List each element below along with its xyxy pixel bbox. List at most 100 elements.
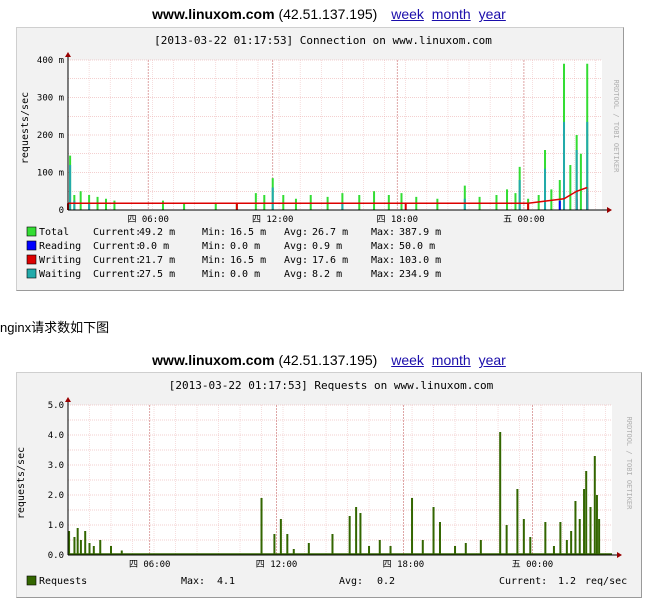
graph2-week-link[interactable]: week: [391, 352, 424, 368]
graph2-year-link[interactable]: year: [478, 352, 506, 368]
bar-total: [183, 202, 186, 210]
bar-requests: [389, 546, 392, 555]
bar-requests: [432, 507, 435, 555]
graph2-x-arrow: [617, 552, 622, 558]
bar-writing: [404, 203, 407, 210]
connection-graph: [2013-03-22 01:17:53] Connection on www.…: [16, 27, 624, 291]
bar-requests: [348, 516, 351, 555]
bar-requests: [292, 549, 295, 555]
bar-requests: [88, 543, 91, 555]
bar-requests: [454, 546, 457, 555]
y-tick-label: 300 m: [37, 94, 64, 104]
bar-total: [569, 165, 572, 210]
legend-current-label: Current:: [93, 269, 141, 280]
legend-current-value: 21.7 m: [139, 255, 175, 266]
y-tick-label: 2.0: [48, 491, 64, 501]
legend-max-value: 387.9 m: [399, 227, 441, 238]
graph1-title: [2013-03-22 01:17:53] Connection on www.…: [154, 34, 492, 47]
graph1-watermark: RRDTOOL / TOBI OETIKER: [612, 80, 620, 174]
legend-unit: req/sec: [585, 576, 627, 587]
legend-current-label: Current:: [93, 255, 141, 266]
bar-reading: [558, 200, 561, 210]
legend-current-value: 27.5 m: [139, 269, 175, 280]
graph1-host: www.linuxom.com: [152, 6, 275, 22]
x-tick-label: 五 00:00: [503, 215, 545, 225]
legend-max-label: Max:: [371, 255, 395, 266]
bar-total: [463, 185, 466, 210]
legend-name: Total: [39, 227, 69, 238]
bar-requests: [516, 489, 519, 555]
legend-min-label: Min:: [202, 227, 226, 238]
bar-writing: [235, 203, 238, 210]
bar-total: [113, 200, 116, 210]
bar-waiting: [271, 187, 274, 210]
bar-requests: [359, 513, 362, 555]
legend-max-label: Max:: [371, 269, 395, 280]
graph2-host: www.linuxom.com: [152, 352, 275, 368]
bar-requests: [286, 534, 289, 555]
bar-requests: [92, 546, 95, 555]
y-tick-label: 3.0: [48, 461, 64, 471]
bar-total: [436, 198, 439, 210]
bar-requests: [544, 522, 547, 555]
x-tick-label: 四 06:00: [129, 560, 171, 570]
graph1-month-link[interactable]: month: [431, 6, 471, 22]
legend-avg-label: Avg:: [284, 255, 308, 266]
bar-total: [294, 198, 297, 210]
bar-requests: [110, 546, 113, 555]
bar-requests: [578, 519, 581, 555]
bar-requests: [522, 519, 525, 555]
bar-requests: [99, 540, 102, 555]
bar-requests: [570, 531, 573, 555]
graph2-watermark: RRDTOOL / TOBI OETIKER: [625, 417, 633, 511]
graph1-week-link[interactable]: week: [391, 6, 424, 22]
bar-total: [514, 193, 517, 210]
graph1-year-link[interactable]: year: [478, 6, 506, 22]
graph2-month-link[interactable]: month: [431, 352, 471, 368]
bar-waiting: [463, 198, 466, 210]
bar-requests: [438, 522, 441, 555]
bar-requests: [411, 498, 414, 555]
legend-name: Requests: [39, 576, 87, 587]
y-tick-label: 1.0: [48, 521, 64, 531]
y-tick-label: 0.0: [48, 551, 64, 561]
graph2-ip: (42.51.137.195): [278, 352, 378, 368]
bar-requests: [589, 507, 592, 555]
graph1-y-arrow: [65, 52, 71, 57]
line-writing: [68, 186, 588, 204]
bar-total: [400, 193, 403, 210]
bar-requests: [68, 531, 71, 555]
bar-waiting: [575, 150, 578, 210]
bar-requests: [378, 540, 381, 555]
x-tick-label: 四 12:00: [252, 215, 294, 225]
legend-avg-value: 0.9 m: [312, 241, 342, 252]
bar-requests: [120, 550, 123, 555]
bar-requests: [368, 546, 371, 555]
bar-total: [104, 198, 107, 210]
bar-total: [579, 153, 582, 210]
x-tick-label: 四 18:00: [383, 560, 425, 570]
legend-name: Waiting: [39, 269, 81, 280]
legend-current-label: Current:: [93, 227, 141, 238]
y-tick-label: 4.0: [48, 431, 64, 441]
legend-min-label: Min:: [202, 255, 226, 266]
legend-current-value: 0.0 m: [139, 241, 169, 252]
legend-max-value: 103.0 m: [399, 255, 441, 266]
y-tick-label: 400 m: [37, 56, 64, 66]
legend-avg-value: 17.6 m: [312, 255, 348, 266]
y-tick-label: 200 m: [37, 131, 64, 141]
graph2-y-arrow: [65, 397, 71, 402]
bar-total: [341, 193, 344, 210]
bar-requests: [279, 519, 282, 555]
legend-min-value: 0.0 m: [230, 269, 260, 280]
bar-requests: [529, 537, 532, 555]
bar-waiting: [544, 168, 547, 210]
bar-requests: [73, 537, 76, 555]
bar-requests: [505, 525, 508, 555]
legend-avg-label: Avg:: [339, 576, 363, 587]
bar-requests: [552, 546, 555, 555]
legend-swatch-total: [26, 226, 37, 237]
legend-min-value: 16.5 m: [230, 227, 266, 238]
legend-current-label: Current:: [93, 241, 141, 252]
bar-waiting: [73, 200, 76, 210]
